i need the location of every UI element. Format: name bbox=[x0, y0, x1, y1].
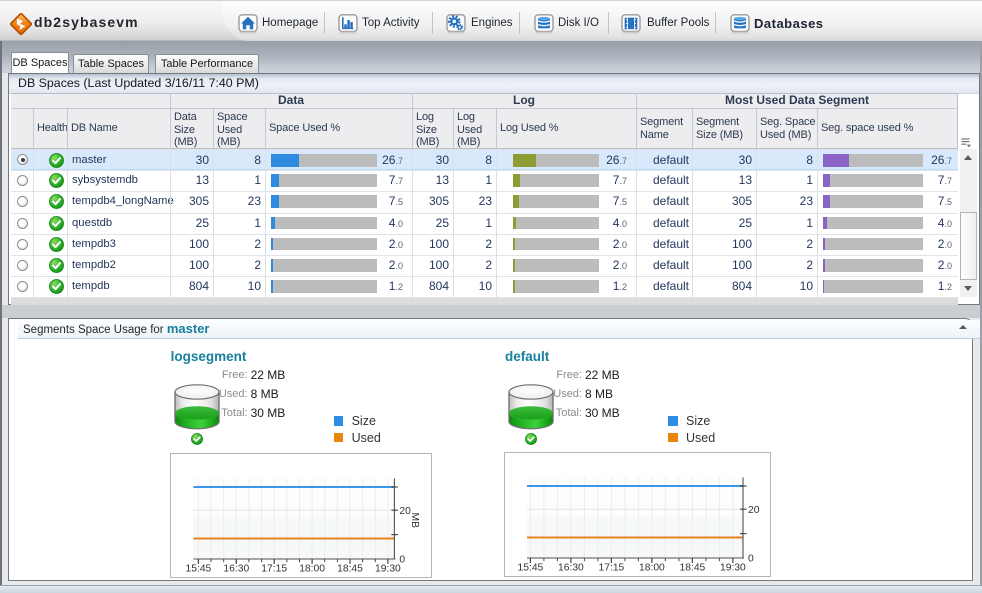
svg-text:20: 20 bbox=[748, 505, 760, 516]
svg-text:15:45: 15:45 bbox=[185, 563, 211, 574]
svg-text:18:00: 18:00 bbox=[639, 562, 665, 573]
svg-text:MB: MB bbox=[408, 512, 419, 528]
svg-text:0: 0 bbox=[399, 554, 405, 565]
svg-text:17:15: 17:15 bbox=[261, 563, 287, 574]
svg-text:16:30: 16:30 bbox=[223, 563, 249, 574]
svg-text:20: 20 bbox=[399, 505, 411, 516]
svg-text:16:30: 16:30 bbox=[558, 562, 584, 573]
svg-text:18:00: 18:00 bbox=[299, 563, 325, 574]
svg-text:18:45: 18:45 bbox=[337, 563, 363, 574]
svg-text:17:15: 17:15 bbox=[599, 562, 625, 573]
svg-text:19:30: 19:30 bbox=[375, 563, 401, 574]
svg-text:15:45: 15:45 bbox=[518, 562, 544, 573]
svg-text:0: 0 bbox=[748, 553, 754, 564]
svg-text:19:30: 19:30 bbox=[720, 562, 746, 573]
svg-text:18:45: 18:45 bbox=[680, 562, 706, 573]
